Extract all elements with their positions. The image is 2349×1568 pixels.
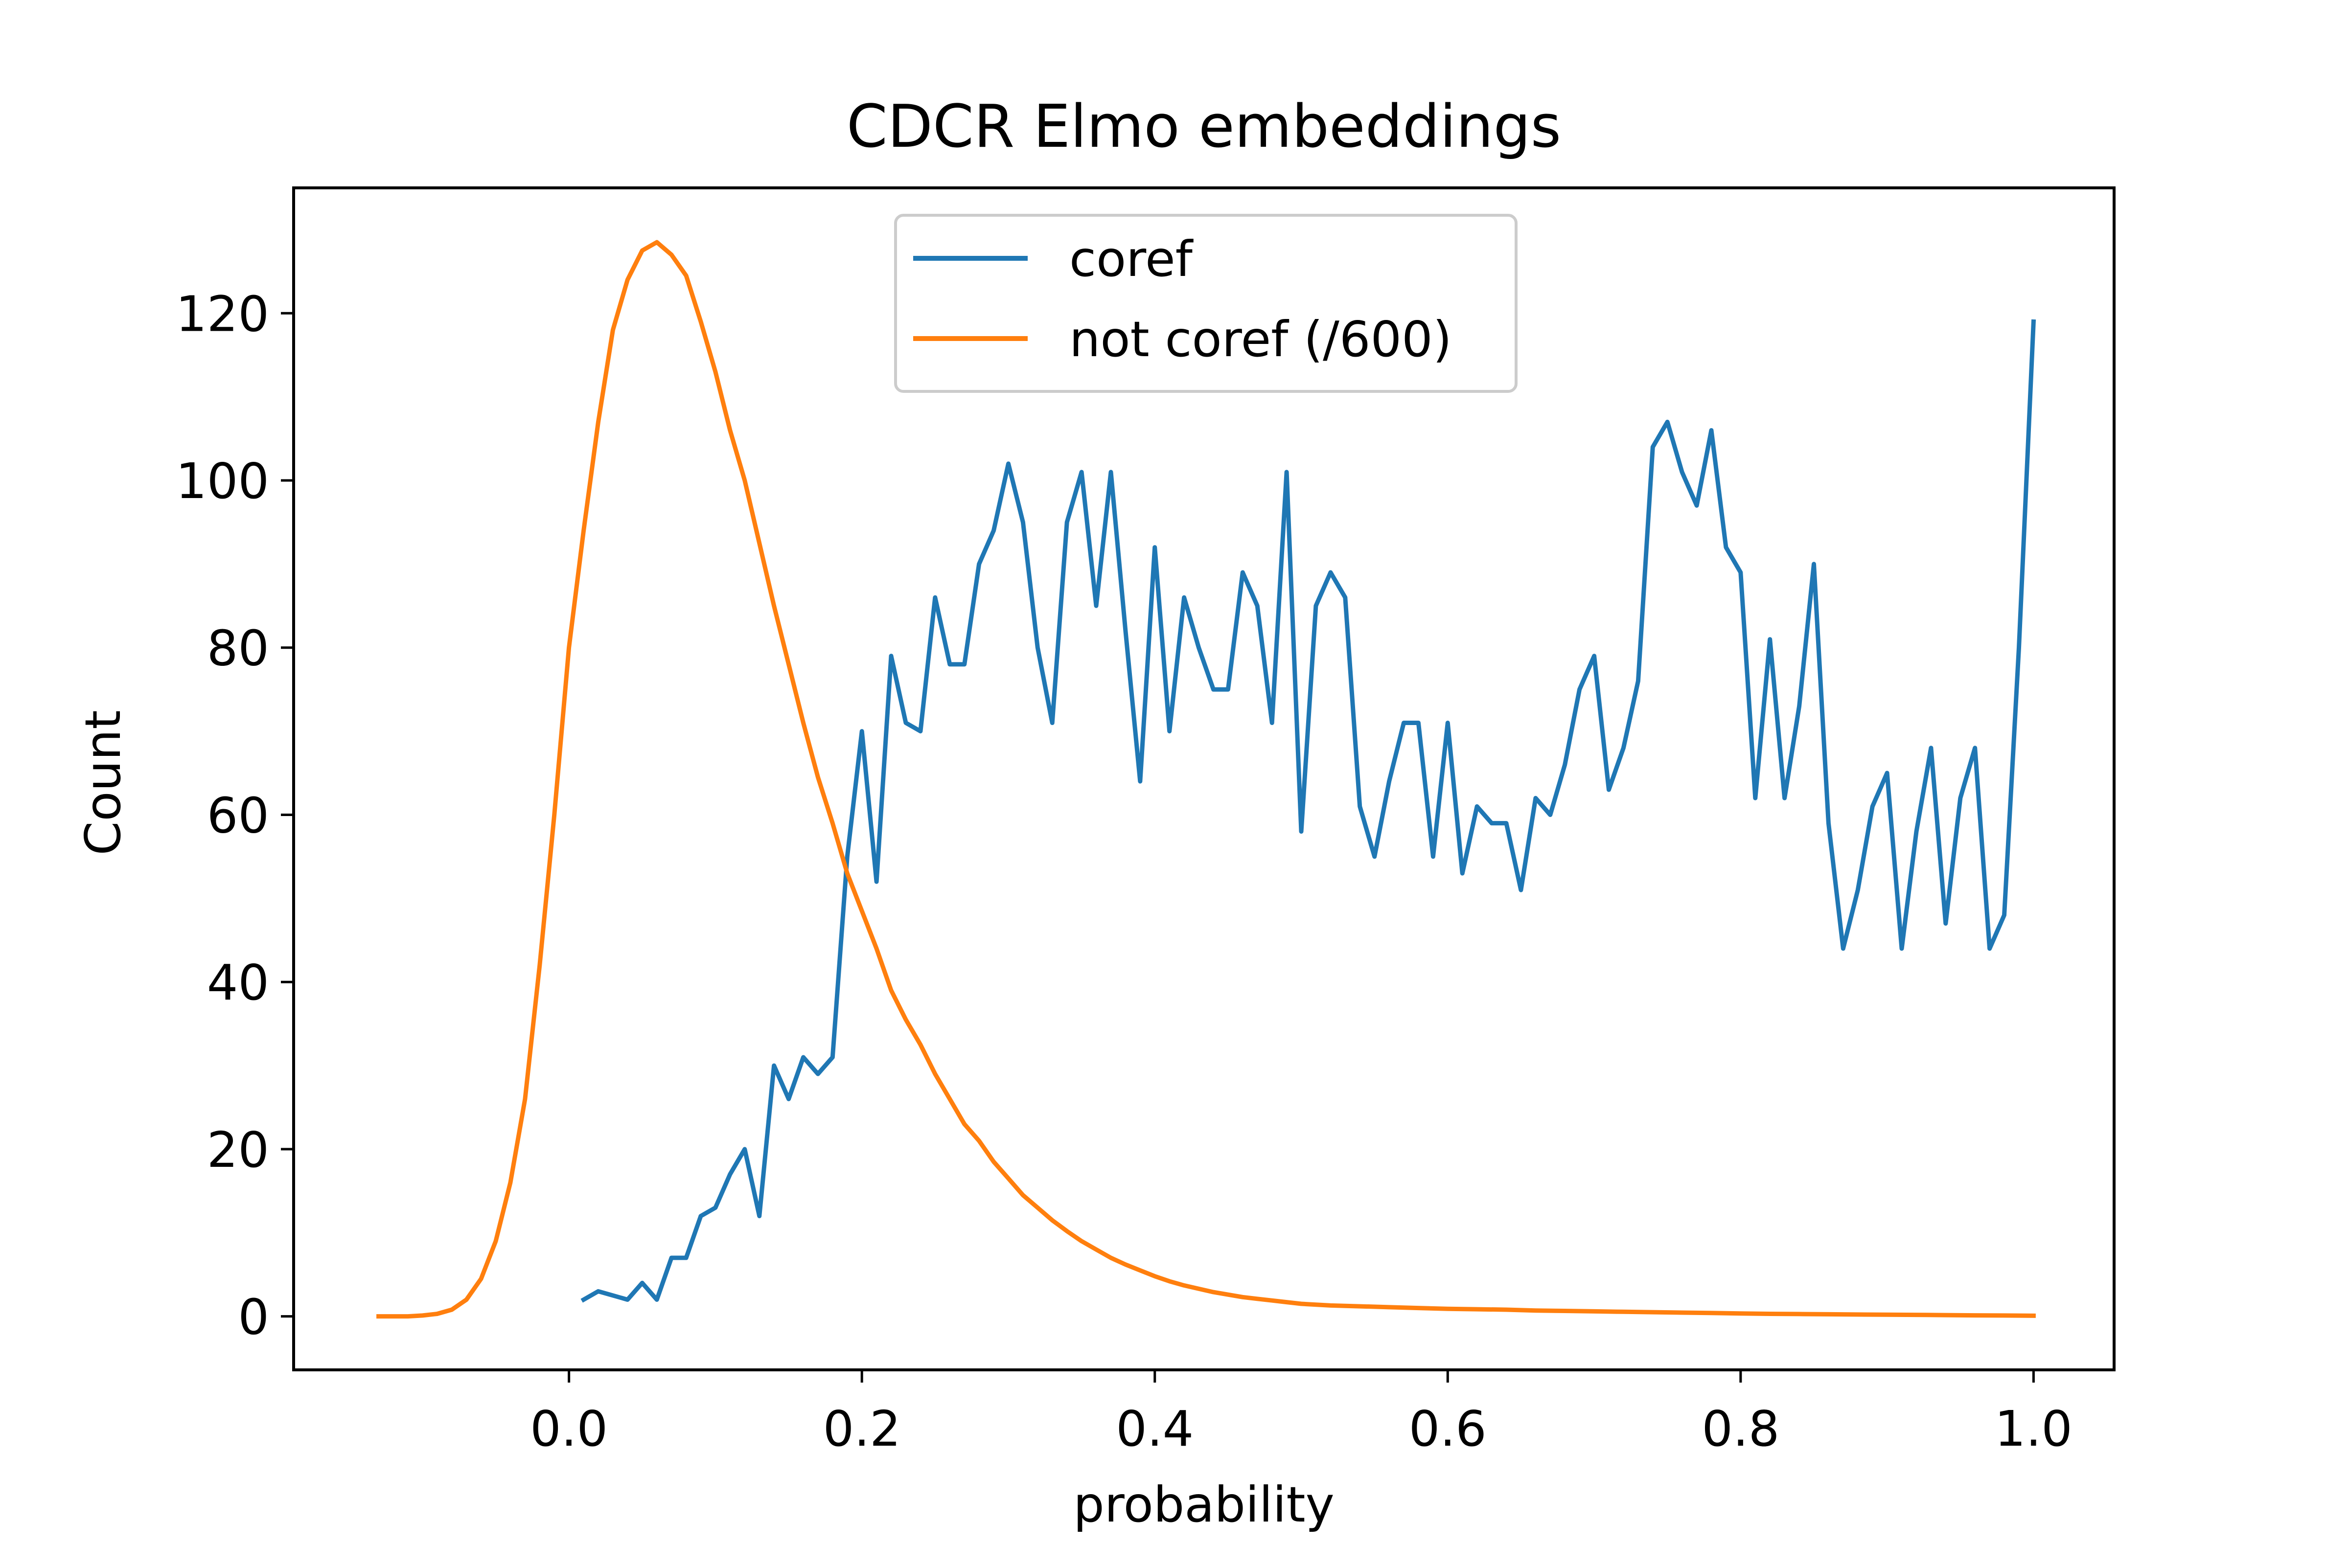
x-tick-label: 0.2: [823, 1400, 901, 1457]
y-axis-ticks: 0 20 40 60 80 100 120: [176, 285, 294, 1346]
legend-label-coref: coref: [1069, 230, 1194, 288]
y-tick-label: 60: [207, 787, 269, 844]
series-line-coref: [580, 319, 2036, 1303]
y-axis-label: Count: [74, 710, 132, 856]
plot-frame: [292, 186, 2116, 1371]
x-axis-ticks: 0.0 0.2 0.4 0.6 0.8 1.0: [530, 1370, 2073, 1457]
x-tick-label: 0.6: [1409, 1400, 1487, 1457]
x-tick-label: 1.0: [1995, 1400, 2073, 1457]
legend-label-not-coref: not coref (/600): [1069, 311, 1452, 368]
legend: coref not coref (/600): [894, 214, 1518, 393]
x-tick-label: 0.0: [530, 1400, 608, 1457]
y-tick-label: 20: [207, 1121, 269, 1179]
chart-title: CDCR Elmo embeddings: [847, 93, 1561, 161]
x-tick-label: 0.4: [1116, 1400, 1194, 1457]
y-tick-label: 120: [176, 285, 269, 342]
y-tick-label: 40: [207, 954, 269, 1011]
series-line-not-coref-600: [376, 240, 2036, 1319]
y-tick-label: 100: [176, 453, 269, 510]
series-layer: [376, 240, 2036, 1319]
x-tick-label: 0.8: [1702, 1400, 1779, 1457]
x-axis-label: probability: [1073, 1476, 1335, 1533]
y-tick-label: 0: [238, 1289, 269, 1346]
legend-box: [894, 214, 1518, 393]
y-tick-label: 80: [207, 620, 269, 677]
